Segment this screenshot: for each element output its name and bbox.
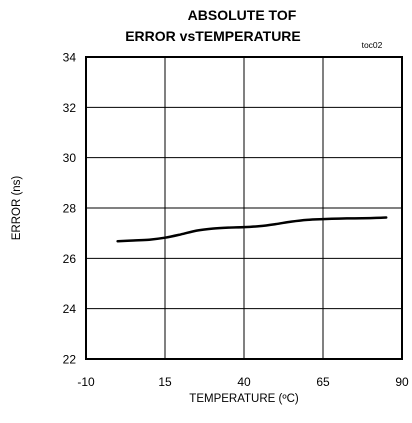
x-tick-labels: -10 15 40 65 90	[77, 375, 409, 389]
y-tick-label: 26	[63, 252, 77, 266]
annotation-background	[344, 38, 382, 51]
x-axis-label: TEMPERATURE (ºC)	[189, 393, 299, 405]
y-tick-label: 32	[63, 101, 77, 115]
horizontal-gridlines	[86, 106, 402, 310]
y-tick-label: 22	[63, 353, 77, 367]
chart-annotation: toc02	[362, 40, 383, 50]
x-tick-label: 65	[316, 375, 330, 389]
x-tick-label: 40	[237, 375, 251, 389]
y-tick-label: 34	[63, 51, 77, 65]
x-tick-label: 90	[395, 375, 409, 389]
chart-title-line-1: ABSOLUTE TOF	[188, 7, 297, 23]
x-tick-label: 15	[158, 375, 172, 389]
y-tick-labels: 22 24 26 28 30 32 34	[63, 51, 77, 367]
chart-title-line-2: ERROR vsTEMPERATURE	[125, 28, 301, 44]
data-series-line	[116, 216, 388, 243]
x-tick-label: -10	[77, 375, 95, 389]
y-axis-label: ERROR (ns)	[11, 176, 23, 241]
y-tick-label: 24	[63, 302, 77, 316]
y-tick-label: 30	[63, 151, 77, 165]
y-tick-label: 28	[63, 202, 77, 216]
